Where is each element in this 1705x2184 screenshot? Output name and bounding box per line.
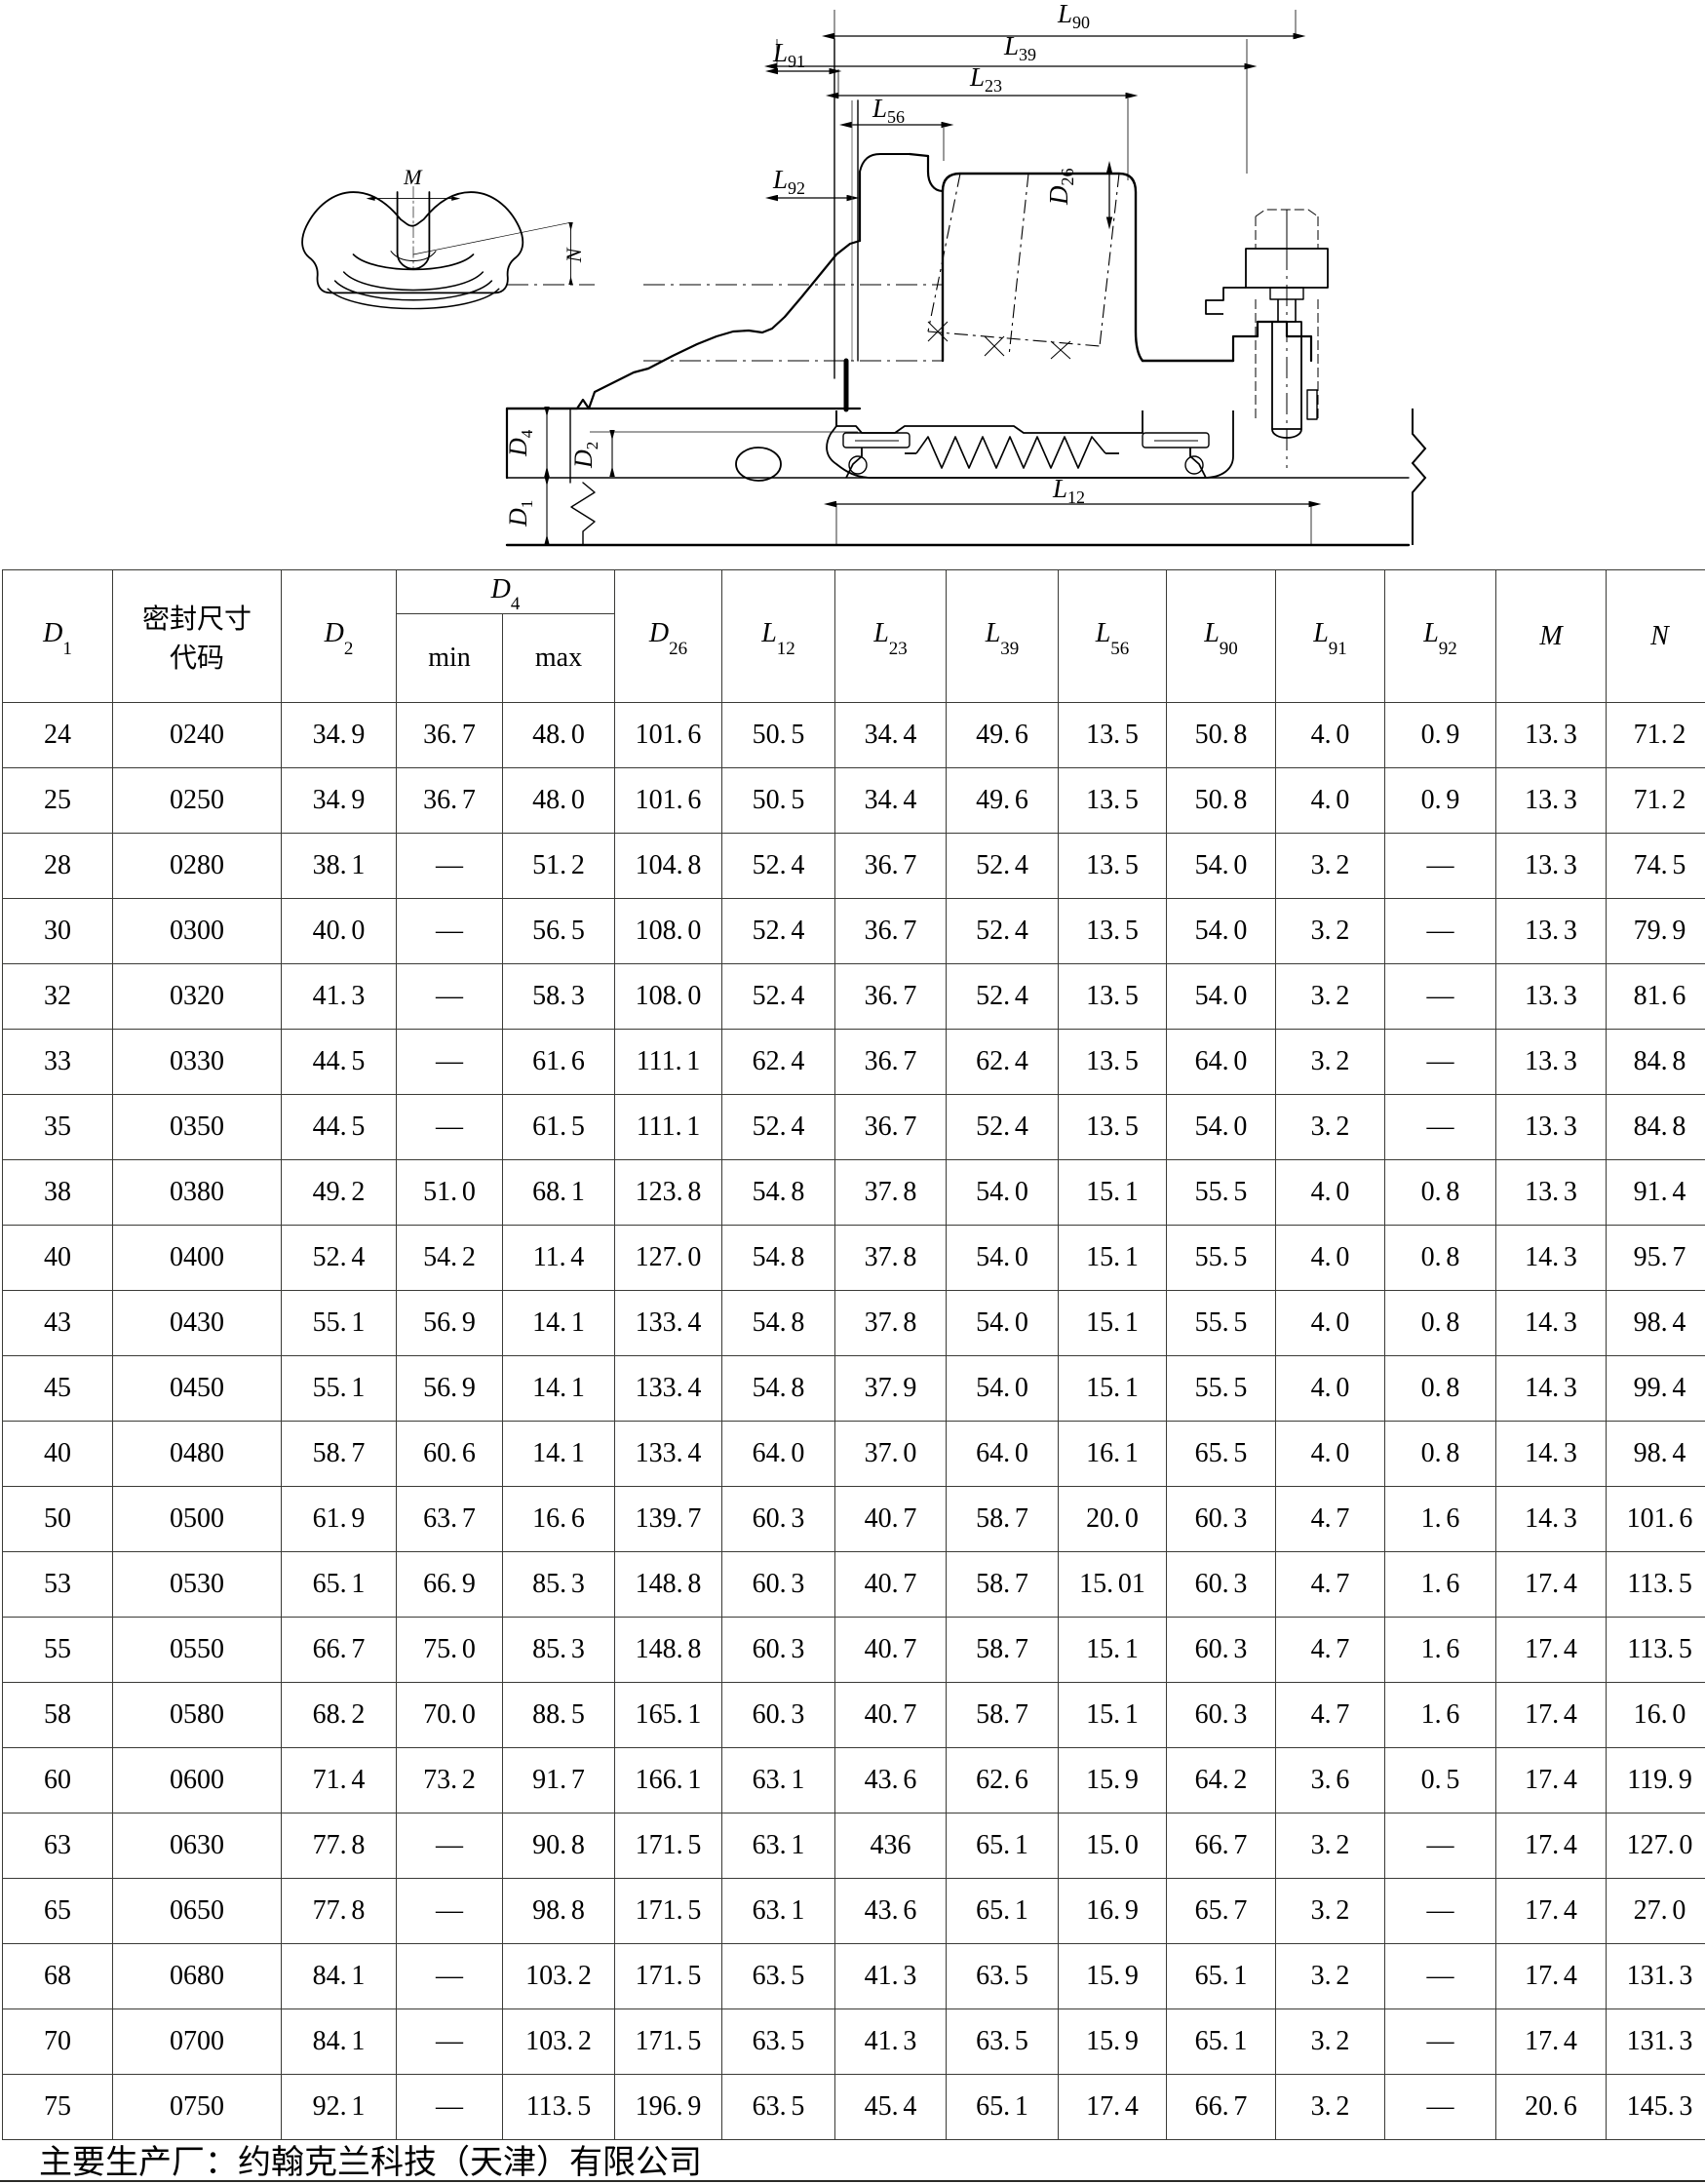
svg-text:D1: D1: [504, 500, 536, 527]
svg-text:D2: D2: [569, 442, 601, 469]
svg-text:L23: L23: [969, 62, 1002, 96]
svg-text:L90: L90: [1057, 0, 1090, 32]
svg-text:L92: L92: [772, 165, 805, 198]
svg-text:M: M: [403, 165, 423, 189]
svg-text:L91: L91: [772, 38, 805, 71]
svg-text:D4: D4: [504, 429, 536, 457]
svg-text:L12: L12: [1052, 474, 1085, 507]
svg-text:L56: L56: [872, 94, 905, 127]
svg-text:N: N: [562, 247, 586, 263]
